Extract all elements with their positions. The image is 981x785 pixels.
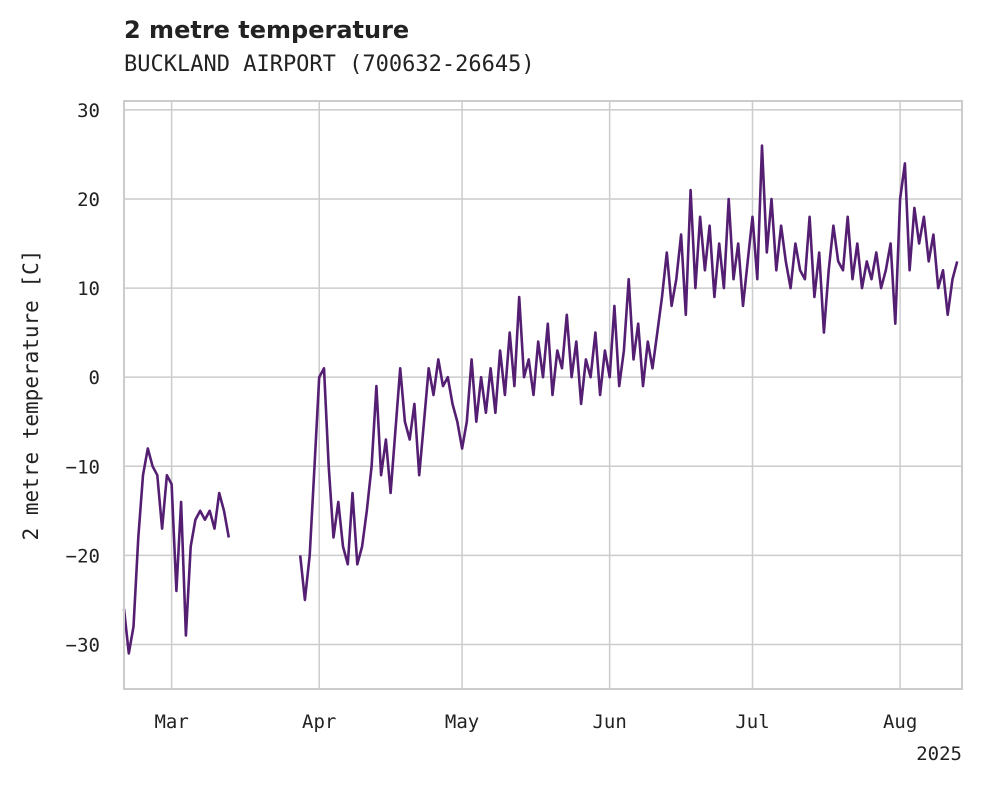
plot-frame: [123, 100, 963, 690]
y-axis: 30 20 10 0 −10 −20 −30: [66, 100, 100, 657]
x-tick-label: Apr: [302, 711, 336, 733]
y-tick-label: −20: [66, 545, 100, 567]
y-tick-label: 20: [77, 189, 100, 211]
x-tick-label: Jun: [592, 711, 626, 733]
y-tick-label: −30: [66, 634, 100, 656]
series-line: [122, 144, 959, 655]
series-group: [122, 144, 959, 655]
y-tick-label: −10: [66, 456, 100, 478]
chart-title: 2 metre temperature: [124, 16, 410, 44]
chart-subtitle: BUCKLAND AIRPORT (700632-26645): [124, 52, 535, 77]
y-tick-label: 30: [77, 100, 100, 122]
x-axis: Mar Apr May Jun Jul Aug: [154, 711, 917, 733]
x-tick-label: Jul: [735, 711, 769, 733]
y-tick-label: 10: [77, 278, 100, 300]
y-axis-label: 2 metre temperature [C]: [19, 250, 43, 541]
grid-lines: [124, 101, 962, 689]
x-tick-label: May: [445, 711, 479, 733]
y-tick-label: 0: [89, 367, 100, 389]
x-tick-label: Mar: [154, 711, 188, 733]
x-tick-label: Aug: [883, 711, 917, 733]
x-axis-year-label: 2025: [916, 743, 962, 765]
